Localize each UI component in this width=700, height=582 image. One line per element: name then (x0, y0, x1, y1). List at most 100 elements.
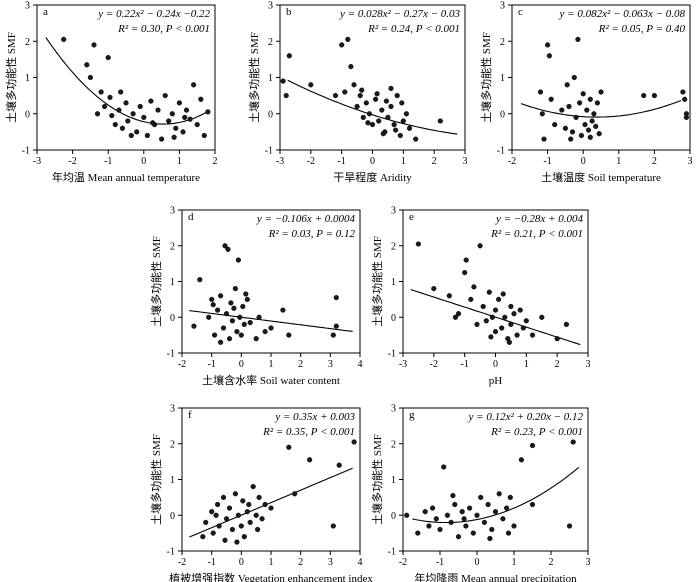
data-point (431, 286, 437, 292)
y-tick-label: 2 (391, 439, 396, 450)
y-tick-label: 1 (25, 73, 30, 84)
data-point (125, 118, 131, 124)
data-point (393, 127, 399, 133)
data-point (119, 125, 126, 131)
data-point (150, 120, 156, 126)
y-axis-label: 土壤多功能性 SMF (247, 32, 261, 123)
data-point (308, 82, 314, 88)
x-tick-label: -2 (307, 156, 315, 167)
data-point (226, 336, 233, 342)
x-tick-label: 1 (401, 156, 406, 167)
data-point (584, 107, 590, 113)
data-point (234, 329, 240, 335)
data-point (587, 96, 593, 102)
data-point (544, 42, 551, 48)
x-tick-label: -3 (276, 156, 284, 167)
x-tick-label: 3 (586, 557, 591, 568)
data-point (101, 103, 108, 110)
data-point (330, 523, 336, 529)
y-tick-label: 2 (500, 37, 505, 48)
x-tick-label: 2 (652, 156, 657, 167)
data-point (566, 523, 573, 529)
regression-equation: y = 0.082x² − 0.063x − 0.08 (559, 8, 686, 20)
x-tick-label: 0 (239, 359, 244, 370)
y-tick-label: 1 (268, 73, 273, 84)
y-tick-label: 0 (391, 313, 396, 324)
data-point (220, 494, 227, 501)
data-point (564, 82, 570, 88)
data-point (562, 125, 569, 131)
data-point (468, 296, 474, 303)
panel-letter: b (286, 6, 292, 18)
data-point (462, 270, 468, 276)
data-point (388, 85, 394, 92)
data-point (485, 501, 491, 508)
data-point (61, 36, 67, 43)
x-tick-label: -3 (33, 156, 41, 167)
x-tick-label: 1 (177, 156, 182, 167)
data-point (682, 96, 688, 102)
panel-letter: g (409, 409, 415, 421)
data-point (400, 118, 406, 124)
data-point (507, 494, 513, 501)
fit-curve (287, 79, 458, 135)
panel-b: -3 -2 -1 0 1 2 3 -1 0 1 2 3 b 干旱程度 Aridity 土壤多功能性 SMF y… (247, 1, 468, 185)
x-tick-label: 3 (586, 359, 591, 370)
x-axis-label: 年均温 Mean annual temperature (52, 170, 200, 184)
data-point (680, 89, 686, 95)
data-point (461, 516, 467, 522)
y-tick-label: 2 (268, 37, 273, 48)
data-point (209, 296, 215, 303)
data-point (559, 107, 565, 113)
data-point (576, 100, 583, 106)
data-point (183, 107, 190, 113)
data-point (499, 325, 505, 331)
data-point (307, 457, 313, 463)
x-tick-label: -1 (207, 359, 215, 370)
data-point (529, 501, 536, 508)
panel-letter: f (188, 409, 192, 421)
regression-stats: R² = 0.24, P < 0.001 (367, 23, 460, 35)
data-point (283, 92, 289, 99)
data-point (112, 121, 118, 128)
data-point (209, 509, 215, 515)
data-point (348, 63, 354, 70)
data-point (330, 332, 336, 338)
fit-curve (189, 310, 353, 332)
data-point (212, 332, 218, 338)
data-point (448, 519, 454, 526)
data-point (229, 318, 236, 324)
regression-equation: y = 0.22x² − 0.24x −0.22 (97, 8, 210, 20)
data-point (166, 118, 172, 124)
data-point (336, 462, 342, 468)
data-point (591, 111, 597, 117)
x-tick-label: -1 (207, 557, 215, 568)
data-point (571, 74, 577, 81)
data-point (546, 53, 553, 59)
data-point (511, 523, 517, 529)
y-axis-label: 土壤多功能性 SMF (370, 434, 384, 525)
data-point (241, 321, 247, 328)
x-tick-label: 1 (269, 557, 274, 568)
data-point (568, 136, 574, 142)
data-point (598, 89, 604, 95)
y-tick-label: -1 (497, 146, 505, 157)
data-point (481, 519, 488, 526)
data-point (474, 321, 480, 328)
regression-stats: R² = 0.30, P < 0.001 (117, 23, 210, 35)
panel-e: -3 -2 -1 0 1 2 3 -1 0 1 2 3 e pH 土壤多功能性 SMF y = −0.28x … (370, 206, 591, 388)
data-point (235, 512, 242, 518)
x-tick-label: 0 (141, 156, 146, 167)
data-point (593, 123, 599, 130)
data-point (215, 501, 221, 508)
data-point (238, 523, 244, 529)
regression-stats: R² = 0.23, P < 0.001 (490, 426, 583, 438)
y-tick-label: 3 (25, 1, 30, 12)
data-point (118, 89, 124, 95)
data-point (373, 96, 379, 102)
data-point (280, 307, 286, 313)
fit-curve (410, 289, 581, 346)
y-tick-label: 2 (25, 37, 30, 48)
data-point (374, 91, 380, 97)
